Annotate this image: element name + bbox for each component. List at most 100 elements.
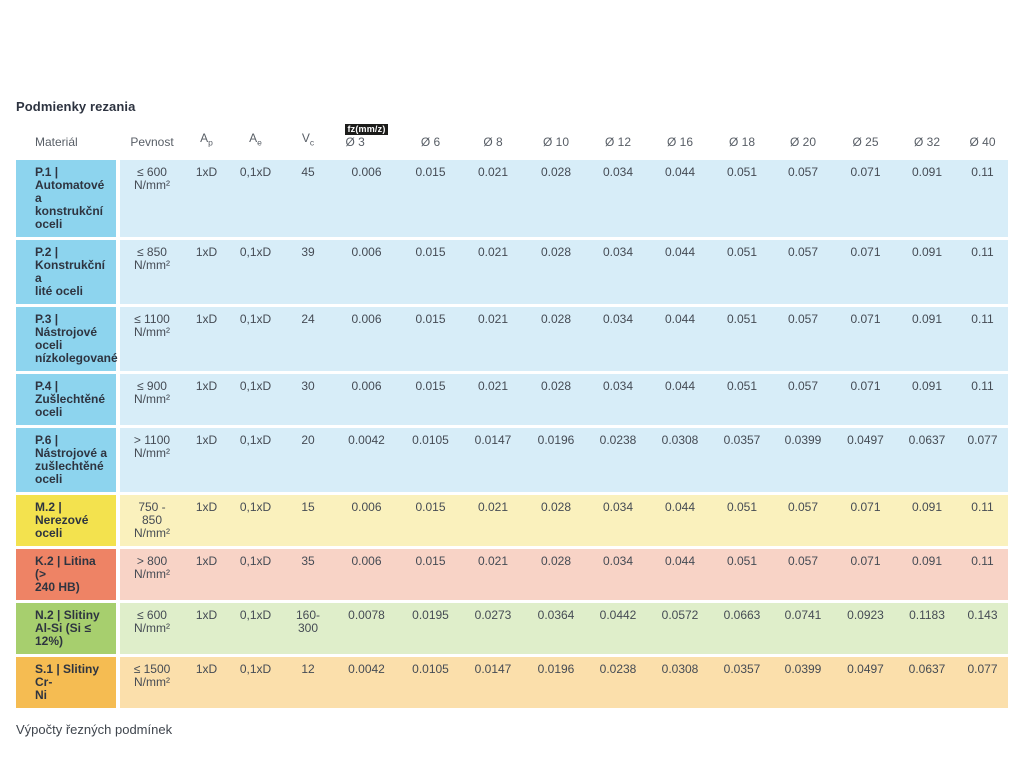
header-diameter-Ø40: Ø 40 <box>969 135 996 149</box>
header-diameter-Ø10: Ø 10 <box>542 135 569 149</box>
fz-cell: 0.0497 <box>834 428 897 492</box>
fz-cell: 0.044 <box>648 549 712 600</box>
pevnost-cell: ≤ 1500 N/mm² <box>120 657 184 708</box>
fz-cell: 0.11 <box>957 240 1008 304</box>
fz-cell: 0.077 <box>957 657 1008 708</box>
fz-cell: 0.1183 <box>897 603 957 654</box>
ae-cell: 0,1xD <box>229 307 282 371</box>
ae-cell: 0,1xD <box>229 428 282 492</box>
fz-cell: 0.11 <box>957 549 1008 600</box>
ae-cell: 0,1xD <box>229 160 282 237</box>
fz-cell: 0.11 <box>957 307 1008 371</box>
fz-cell: 0.0078 <box>334 603 399 654</box>
fz-cell: 0.044 <box>648 160 712 237</box>
fz-cell: 0.0195 <box>399 603 462 654</box>
fz-cell: 0.021 <box>462 495 524 546</box>
fz-cell: 0.044 <box>648 495 712 546</box>
fz-unit-badge: fz(mm/z) <box>345 124 388 135</box>
vc-cell: 24 <box>282 307 334 371</box>
fz-cell: 0.034 <box>588 160 648 237</box>
pevnost-cell: > 800 N/mm² <box>120 549 184 600</box>
fz-cell: 0.015 <box>399 374 462 425</box>
fz-cell: 0.006 <box>334 307 399 371</box>
ap-cell: 1xD <box>184 240 229 304</box>
fz-cell: 0.091 <box>897 495 957 546</box>
fz-cell: 0.034 <box>588 307 648 371</box>
ap-cell: 1xD <box>184 374 229 425</box>
fz-cell: 0.11 <box>957 495 1008 546</box>
table-row: S.1 | Slitiny Cr- Ni ≤ 1500 N/mm² 1xD 0,1xD… <box>16 657 1008 708</box>
table-row: M.2 | Nerezové oceli 750 - 850 N/mm² 1xD 0,… <box>16 495 1008 546</box>
fz-cell: 0.028 <box>524 495 588 546</box>
header-diameter-Ø32: Ø 32 <box>913 135 940 149</box>
fz-cell: 0.021 <box>462 374 524 425</box>
header-vc: Vc <box>301 130 315 147</box>
fz-cell: 0.034 <box>588 240 648 304</box>
fz-cell: 0.006 <box>334 160 399 237</box>
table-body: P.1 | Automatové a konstrukční oceli ≤ 60… <box>16 160 1008 708</box>
fz-cell: 0.0308 <box>648 657 712 708</box>
fz-cell: 0.0308 <box>648 428 712 492</box>
table-row: P.4 | Zušlechtěné oceli ≤ 900 N/mm² 1xD 0,1… <box>16 374 1008 425</box>
pevnost-cell: ≤ 1100 N/mm² <box>120 307 184 371</box>
fz-cell: 0.051 <box>712 374 772 425</box>
fz-cell: 0.021 <box>462 240 524 304</box>
ae-cell: 0,1xD <box>229 657 282 708</box>
fz-cell: 0.0196 <box>524 428 588 492</box>
fz-cell: 0.028 <box>524 374 588 425</box>
fz-cell: 0.071 <box>834 495 897 546</box>
fz-cell: 0.071 <box>834 160 897 237</box>
fz-cell: 0.091 <box>897 240 957 304</box>
ae-cell: 0,1xD <box>229 549 282 600</box>
pevnost-cell: ≤ 850 N/mm² <box>120 240 184 304</box>
cutting-conditions-table: Materiál Pevnost Ap Ae Vc fz(mm/z) Ø 3 Ø 6 Ø 8 Ø … <box>16 122 1008 737</box>
fz-cell: 0.057 <box>772 495 834 546</box>
header-diameter-Ø3: fz(mm/z) Ø 3 <box>345 124 388 149</box>
ap-cell: 1xD <box>184 307 229 371</box>
fz-cell: 0.0105 <box>399 657 462 708</box>
fz-cell: 0.034 <box>588 549 648 600</box>
table-header-row: Materiál Pevnost Ap Ae Vc fz(mm/z) Ø 3 Ø 6 Ø 8 Ø … <box>16 122 1008 157</box>
ap-cell: 1xD <box>184 495 229 546</box>
fz-cell: 0.015 <box>399 160 462 237</box>
fz-cell: 0.021 <box>462 160 524 237</box>
fz-cell: 0.028 <box>524 240 588 304</box>
fz-cell: 0.0238 <box>588 428 648 492</box>
page-title: Podmienky rezania <box>16 99 136 114</box>
ap-cell: 1xD <box>184 603 229 654</box>
header-diameter-Ø25: Ø 25 <box>852 135 879 149</box>
material-cell: P.4 | Zušlechtěné oceli <box>16 374 116 425</box>
fz-cell: 0.091 <box>897 307 957 371</box>
fz-cell: 0.057 <box>772 307 834 371</box>
fz-cell: 0.0147 <box>462 428 524 492</box>
fz-cell: 0.015 <box>399 495 462 546</box>
vc-cell: 160- 300 <box>282 603 334 654</box>
fz-cell: 0.0663 <box>712 603 772 654</box>
table-row: N.2 | Slitiny Al-Si (Si ≤ 12%) ≤ 600 N/mm… <box>16 603 1008 654</box>
fz-cell: 0.051 <box>712 495 772 546</box>
table-row: P.1 | Automatové a konstrukční oceli ≤ 60… <box>16 160 1008 237</box>
vc-cell: 35 <box>282 549 334 600</box>
table-row: P.3 | Nástrojové oceli nízkolegované ≤ 11… <box>16 307 1008 371</box>
material-cell: S.1 | Slitiny Cr- Ni <box>16 657 116 708</box>
ae-cell: 0,1xD <box>229 495 282 546</box>
fz-cell: 0.071 <box>834 549 897 600</box>
fz-cell: 0.051 <box>712 240 772 304</box>
fz-cell: 0.091 <box>897 549 957 600</box>
fz-cell: 0.044 <box>648 240 712 304</box>
header-ap: Ap <box>200 130 213 147</box>
header-ae: Ae <box>249 130 262 147</box>
fz-cell: 0.021 <box>462 549 524 600</box>
fz-cell: 0.071 <box>834 240 897 304</box>
fz-cell: 0.028 <box>524 549 588 600</box>
vc-cell: 15 <box>282 495 334 546</box>
fz-cell: 0.057 <box>772 160 834 237</box>
pevnost-cell: > 1100 N/mm² <box>120 428 184 492</box>
fz-cell: 0.028 <box>524 307 588 371</box>
fz-cell: 0.051 <box>712 549 772 600</box>
fz-cell: 0.0497 <box>834 657 897 708</box>
fz-cell: 0.051 <box>712 160 772 237</box>
fz-cell: 0.0238 <box>588 657 648 708</box>
fz-cell: 0.0923 <box>834 603 897 654</box>
fz-cell: 0.077 <box>957 428 1008 492</box>
